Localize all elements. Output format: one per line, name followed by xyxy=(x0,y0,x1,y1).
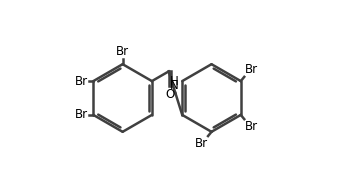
Text: Br: Br xyxy=(195,137,208,150)
Text: Br: Br xyxy=(245,120,258,133)
Text: Br: Br xyxy=(245,63,258,76)
Text: H: H xyxy=(170,75,179,88)
Text: Br: Br xyxy=(75,75,88,88)
Text: N: N xyxy=(170,79,179,92)
Text: Br: Br xyxy=(75,108,88,121)
Text: O: O xyxy=(165,88,174,101)
Text: Br: Br xyxy=(116,45,129,58)
